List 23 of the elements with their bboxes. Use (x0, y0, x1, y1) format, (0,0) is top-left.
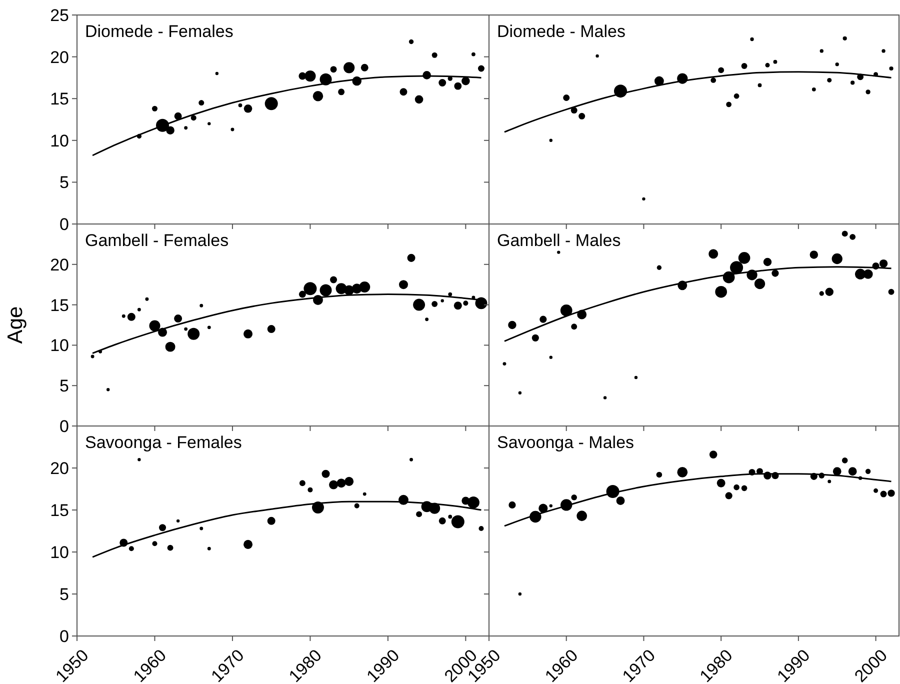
chart-title: Gambell - Males (497, 231, 621, 250)
chart-title: Diomede - Females (85, 22, 234, 41)
y-tick-label: 5 (60, 173, 69, 192)
y-tick-label: 0 (60, 416, 69, 436)
y-tick-label: 15 (50, 296, 69, 315)
y-tick-label: 15 (50, 500, 69, 520)
y-tick-label: 5 (60, 584, 69, 604)
y-tick-label: 10 (50, 131, 69, 150)
y-axis-title: Age (4, 306, 27, 344)
y-tick-label: 10 (50, 336, 69, 356)
y-tick-label: 15 (50, 90, 69, 109)
y-tick-label: 25 (50, 6, 69, 25)
y-tick-label: 20 (50, 255, 69, 274)
y-tick-label: 0 (60, 214, 69, 234)
chart-title: Diomede - Males (497, 22, 626, 41)
y-tick-label: 5 (60, 376, 69, 396)
chart-title: Savoonga - Males (497, 433, 634, 452)
chart-title: Savoonga - Females (85, 433, 242, 452)
y-tick-label: 0 (60, 626, 69, 646)
chart-title: Gambell - Females (85, 231, 229, 250)
y-tick-label: 10 (50, 542, 69, 562)
y-tick-label: 20 (50, 458, 69, 478)
y-tick-label: 20 (50, 48, 69, 67)
